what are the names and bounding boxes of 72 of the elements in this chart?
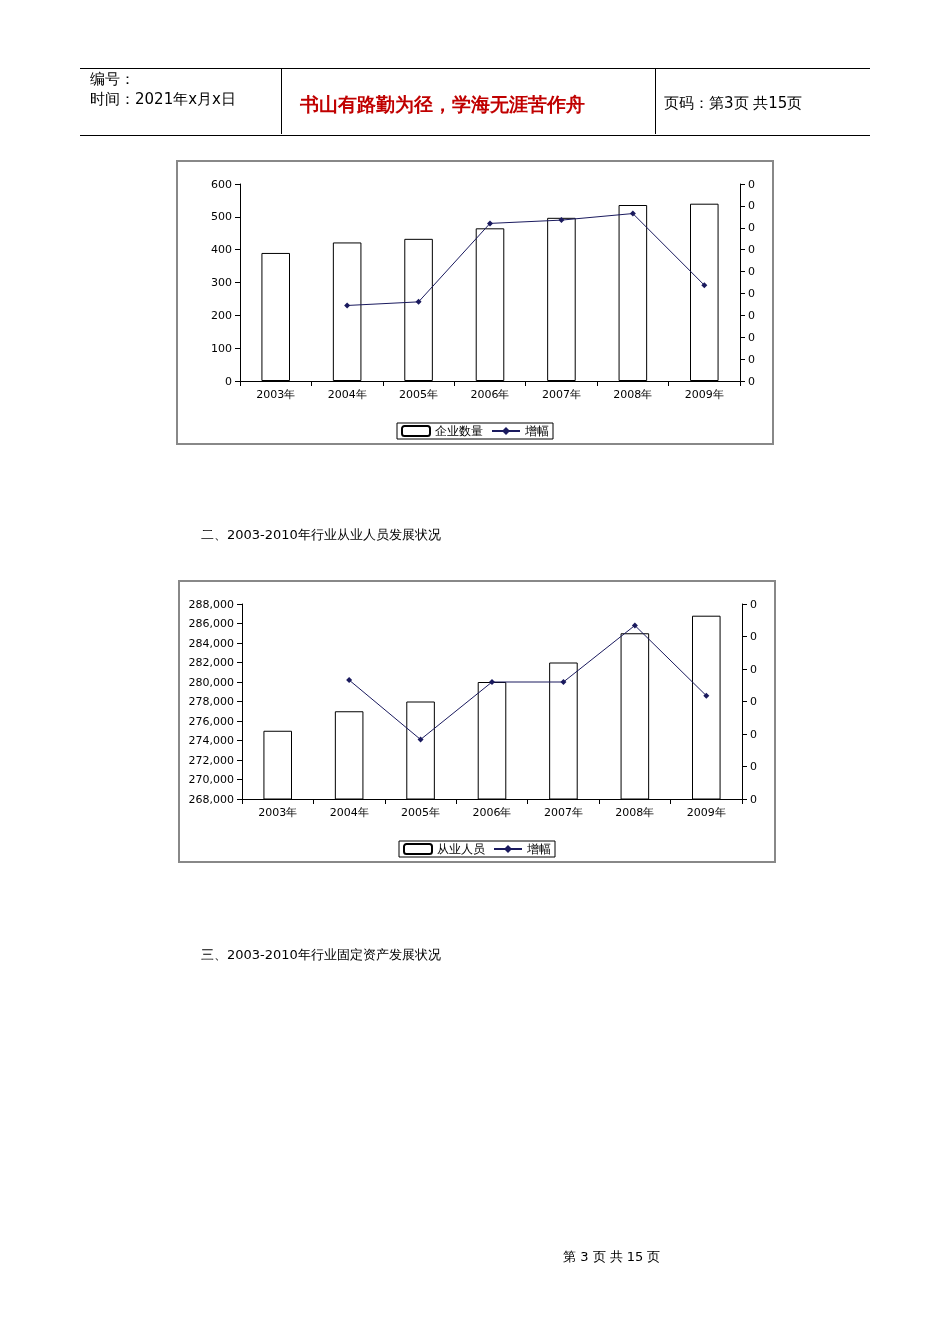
point bbox=[415, 298, 422, 305]
text: 编号： bbox=[90, 70, 135, 89]
point bbox=[558, 217, 565, 224]
point bbox=[417, 736, 424, 743]
text: 三、2003-2010年行业固定资产发展状况 bbox=[201, 946, 441, 964]
y-tick-label: 100 bbox=[211, 341, 232, 355]
y-tick-label: 300 bbox=[211, 276, 232, 289]
x-tick-label: 2006年 bbox=[472, 806, 512, 819]
category-label: 0 bbox=[750, 662, 757, 676]
point bbox=[629, 210, 636, 217]
x-tick-label: 2005年 bbox=[401, 806, 441, 819]
x-tick-label: 2003年 bbox=[258, 806, 298, 819]
legend-label: 从业人员 bbox=[437, 842, 485, 856]
legend-label: 增幅 bbox=[524, 424, 549, 438]
y-tick-label: 274,000 bbox=[188, 734, 234, 747]
point bbox=[489, 679, 495, 685]
x-tick-label: 2003年 bbox=[256, 388, 296, 401]
category-label: 0 bbox=[750, 695, 757, 708]
category-label: 0 bbox=[750, 792, 757, 806]
category-label: 0 bbox=[748, 265, 755, 279]
y-tick-label: 278,000 bbox=[188, 695, 234, 708]
point bbox=[346, 677, 353, 684]
category-label: 0 bbox=[750, 630, 757, 643]
point bbox=[344, 302, 351, 309]
y-tick-label: 272,000 bbox=[188, 753, 234, 767]
category-label: 0 bbox=[750, 760, 757, 773]
category-label: 0 bbox=[748, 177, 755, 191]
x-tick-label: 2004年 bbox=[327, 388, 367, 401]
point bbox=[701, 282, 708, 289]
category-label: 0 bbox=[748, 352, 755, 366]
y-tick-label: 500 bbox=[211, 210, 232, 224]
y-tick-label: 0 bbox=[225, 374, 232, 388]
x-tick-label: 2005年 bbox=[399, 388, 439, 401]
y-tick-label: 282,000 bbox=[188, 656, 234, 669]
y-tick-label: 280,000 bbox=[188, 675, 234, 689]
x-tick-label: 2009年 bbox=[684, 388, 724, 401]
y-tick-label: 276,000 bbox=[188, 714, 234, 728]
text: 页码：第3页 共15页 bbox=[664, 94, 803, 113]
category-label: 0 bbox=[748, 243, 755, 257]
chart-title: 二、2003-2010年行业从业人员发展状况 bbox=[201, 526, 441, 544]
x-tick-label: 2008年 bbox=[615, 806, 655, 819]
x-tick-label: 2009年 bbox=[686, 806, 726, 819]
x-tick-label: 2008年 bbox=[613, 388, 653, 401]
category-label: 0 bbox=[748, 286, 755, 300]
legend-label: 增幅 bbox=[526, 842, 551, 856]
y-tick-label: 286,000 bbox=[188, 617, 234, 630]
x-tick-label: 2007年 bbox=[541, 388, 581, 401]
category-label: 0 bbox=[750, 597, 757, 611]
y-tick-label: 270,000 bbox=[188, 773, 234, 786]
category-label: 0 bbox=[748, 199, 755, 213]
category-label: 0 bbox=[748, 308, 755, 322]
y-tick-label: 284,000 bbox=[188, 636, 234, 650]
legend-label: 企业数量 bbox=[435, 424, 483, 438]
y-tick-label: 268,000 bbox=[188, 792, 234, 806]
category-label: 0 bbox=[748, 221, 755, 235]
point bbox=[487, 220, 493, 227]
y-tick-label: 200 bbox=[211, 308, 232, 322]
category-label: 0 bbox=[750, 727, 757, 741]
x-tick-label: 2007年 bbox=[543, 806, 583, 819]
text: 时间：2021年x月x日 bbox=[90, 90, 236, 109]
y-tick-label: 288,000 bbox=[188, 597, 234, 611]
point bbox=[560, 679, 567, 685]
point bbox=[631, 622, 638, 629]
x-tick-label: 2006年 bbox=[470, 388, 510, 401]
x-tick-label: 2004年 bbox=[329, 806, 369, 819]
category-label: 0 bbox=[748, 330, 755, 344]
text: 书山有路勤为径，学海无涯苦作舟 bbox=[300, 92, 585, 117]
category-label: 0 bbox=[748, 374, 755, 388]
point bbox=[703, 692, 710, 699]
text: 第 3 页 共 15 页 bbox=[563, 1248, 661, 1266]
y-tick-label: 400 bbox=[211, 243, 232, 257]
y-tick-label: 600 bbox=[211, 177, 232, 191]
